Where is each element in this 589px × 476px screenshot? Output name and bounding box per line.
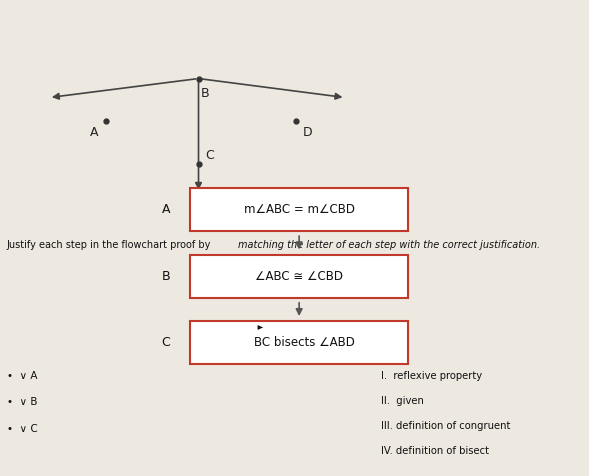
- FancyBboxPatch shape: [190, 321, 408, 364]
- Text: I.  reflexive property: I. reflexive property: [380, 371, 482, 381]
- Text: ∠ABC ≅ ∠CBD: ∠ABC ≅ ∠CBD: [255, 269, 343, 283]
- Text: B: B: [161, 269, 170, 283]
- Text: Justify each step in the flowchart proof by: Justify each step in the flowchart proof…: [6, 240, 214, 250]
- Text: B: B: [201, 87, 210, 99]
- Text: •  ∨ B: • ∨ B: [6, 397, 37, 407]
- Text: C: C: [161, 336, 170, 349]
- Text: D: D: [303, 126, 313, 139]
- Text: BC bisects ∠ABD: BC bisects ∠ABD: [254, 336, 355, 349]
- Text: A: A: [90, 126, 98, 139]
- Text: •  ∨ A: • ∨ A: [6, 371, 37, 381]
- Text: IV. definition of bisect: IV. definition of bisect: [380, 446, 489, 456]
- Text: •  ∨ C: • ∨ C: [6, 424, 37, 434]
- Text: C: C: [205, 149, 214, 161]
- Text: II.  given: II. given: [380, 396, 423, 406]
- FancyBboxPatch shape: [190, 188, 408, 231]
- Text: m∠ABC = m∠CBD: m∠ABC = m∠CBD: [244, 203, 355, 216]
- Text: A: A: [161, 203, 170, 216]
- Text: III. definition of congruent: III. definition of congruent: [380, 421, 510, 431]
- Text: matching the letter of each step with the сorrect justification.: matching the letter of each step with th…: [238, 240, 540, 250]
- FancyBboxPatch shape: [190, 255, 408, 298]
